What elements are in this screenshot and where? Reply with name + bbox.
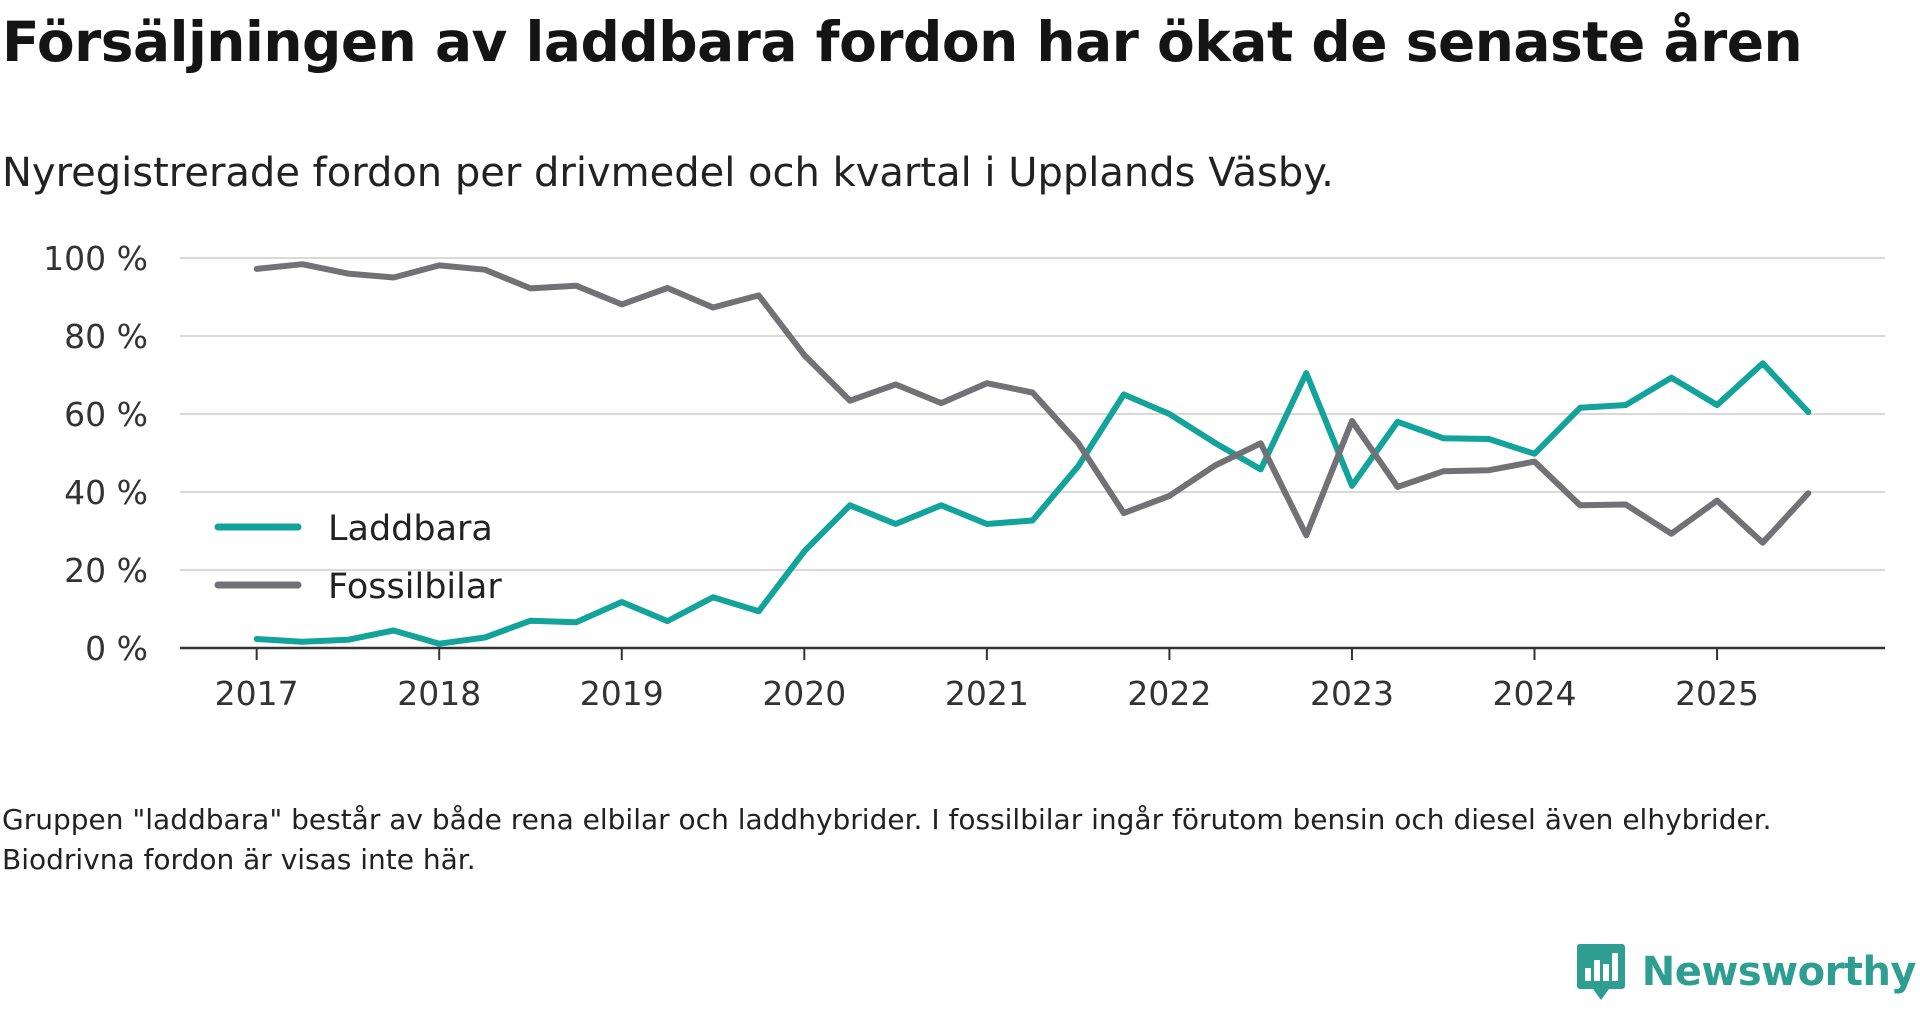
y-tick-label: 20 % (64, 551, 148, 590)
x-tick-label: 2020 (762, 674, 846, 713)
chart-title: Försäljningen av laddbara fordon har öka… (2, 10, 1803, 74)
brand-logo: Newsworthy (1576, 940, 1917, 1004)
x-tick-label: 2022 (1127, 674, 1211, 713)
chart-subtitle: Nyregistrerade fordon per drivmedel och … (2, 150, 1334, 196)
newsworthy-logo-icon (1576, 944, 1625, 1000)
y-tick-label: 80 % (64, 317, 148, 356)
footnote: Gruppen "laddbara" består av både rena e… (2, 803, 1772, 876)
x-tick-label: 2025 (1675, 674, 1759, 713)
y-tick-label: 100 % (43, 239, 148, 278)
legend-label-laddbara: Laddbara (328, 509, 493, 549)
brand-name: Newsworthy (1641, 949, 1917, 995)
y-tick-label: 0 % (85, 629, 148, 668)
x-tick-label: 2024 (1493, 674, 1577, 713)
x-tick-label: 2021 (945, 674, 1029, 713)
x-tick-label: 2019 (580, 674, 664, 713)
y-tick-label: 60 % (64, 395, 148, 434)
gridlines (180, 257, 1885, 571)
legend: Laddbara Fossilbilar (214, 509, 502, 607)
legend-label-fossil: Fossilbilar (328, 567, 502, 607)
x-tick-label: 2017 (215, 674, 299, 713)
y-axis-tick-labels: 0 % 20 % 40 % 60 % 80 % 100 % (43, 239, 148, 668)
series-line-laddbara (253, 360, 1812, 647)
series-line-fossil (253, 261, 1812, 546)
y-tick-label: 40 % (64, 473, 148, 512)
x-axis-ticks: 2017 2018 2019 2020 2021 2022 2023 2024 2025 (215, 648, 1759, 713)
x-tick-label: 2018 (397, 674, 481, 713)
x-tick-label: 2023 (1310, 674, 1394, 713)
series-lines (253, 261, 1812, 647)
